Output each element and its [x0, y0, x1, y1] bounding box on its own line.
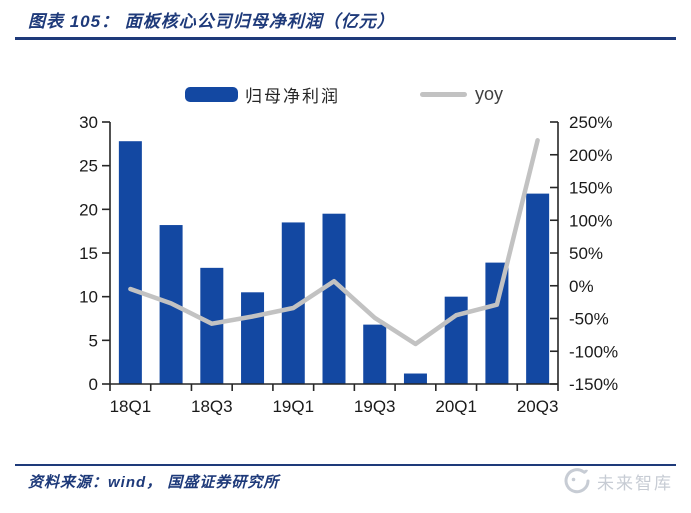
x-tick-label: 18Q3 — [191, 397, 233, 416]
yoy-line — [128, 138, 540, 347]
left-tick-label: 15 — [79, 244, 98, 263]
bar-20Q1 — [444, 296, 468, 384]
right-tick-label: 200% — [569, 146, 612, 165]
left-tick-label: 10 — [79, 288, 98, 307]
source-note: 资料来源：wind， 国盛证券研究所 — [28, 474, 280, 491]
figure-title: 图表 105： 面板核心公司归母净利润（亿元） — [28, 12, 395, 31]
bar-18Q4 — [241, 292, 265, 384]
x-tick-label: 20Q1 — [435, 397, 477, 416]
right-tick-label: 0% — [569, 277, 594, 296]
combo-chart: 0 5 10 15 20 25 30 -150% -100% -50% 0% 50% 100% 150% 2… — [79, 113, 618, 416]
bar-19Q4 — [403, 373, 427, 384]
left-tick-label: 20 — [79, 200, 98, 219]
right-tick-label: 250% — [569, 113, 612, 132]
right-tick-label: -100% — [569, 342, 618, 361]
bar-20Q3 — [526, 193, 550, 384]
x-tick-label: 19Q1 — [272, 397, 314, 416]
chart-legend: 归母净利润 yoy — [185, 82, 503, 107]
brand-text: 未来智库 — [597, 473, 673, 493]
left-tick-label: 25 — [79, 157, 98, 176]
x-tick-label: 18Q1 — [110, 397, 152, 416]
right-tick-label: 100% — [569, 211, 612, 230]
bar-20Q2 — [485, 262, 509, 384]
x-tick-label: 19Q3 — [354, 397, 396, 416]
x-tick-label: 20Q3 — [517, 397, 559, 416]
right-tick-label: -150% — [569, 375, 618, 394]
bar-19Q3 — [363, 324, 387, 384]
left-tick-label: 0 — [89, 375, 98, 394]
bar-series-swatch — [185, 87, 238, 102]
right-tick-label: 150% — [569, 179, 612, 198]
right-tick-label: 50% — [569, 244, 603, 263]
bar-18Q1 — [118, 141, 142, 384]
brand-logo: 未来智库 — [562, 466, 673, 496]
left-tick-label: 5 — [89, 331, 98, 350]
bottom-rule — [15, 464, 676, 466]
bar-19Q1 — [281, 222, 305, 384]
line-series-swatch — [420, 92, 467, 97]
bar-series-label: 归母净利润 — [245, 87, 340, 106]
right-tick-label: -50% — [569, 310, 609, 329]
top-rule — [15, 37, 676, 40]
bar-19Q2 — [322, 213, 346, 384]
left-tick-label: 30 — [79, 113, 98, 132]
line-series-label: yoy — [475, 84, 504, 104]
brand-icon — [564, 468, 590, 494]
